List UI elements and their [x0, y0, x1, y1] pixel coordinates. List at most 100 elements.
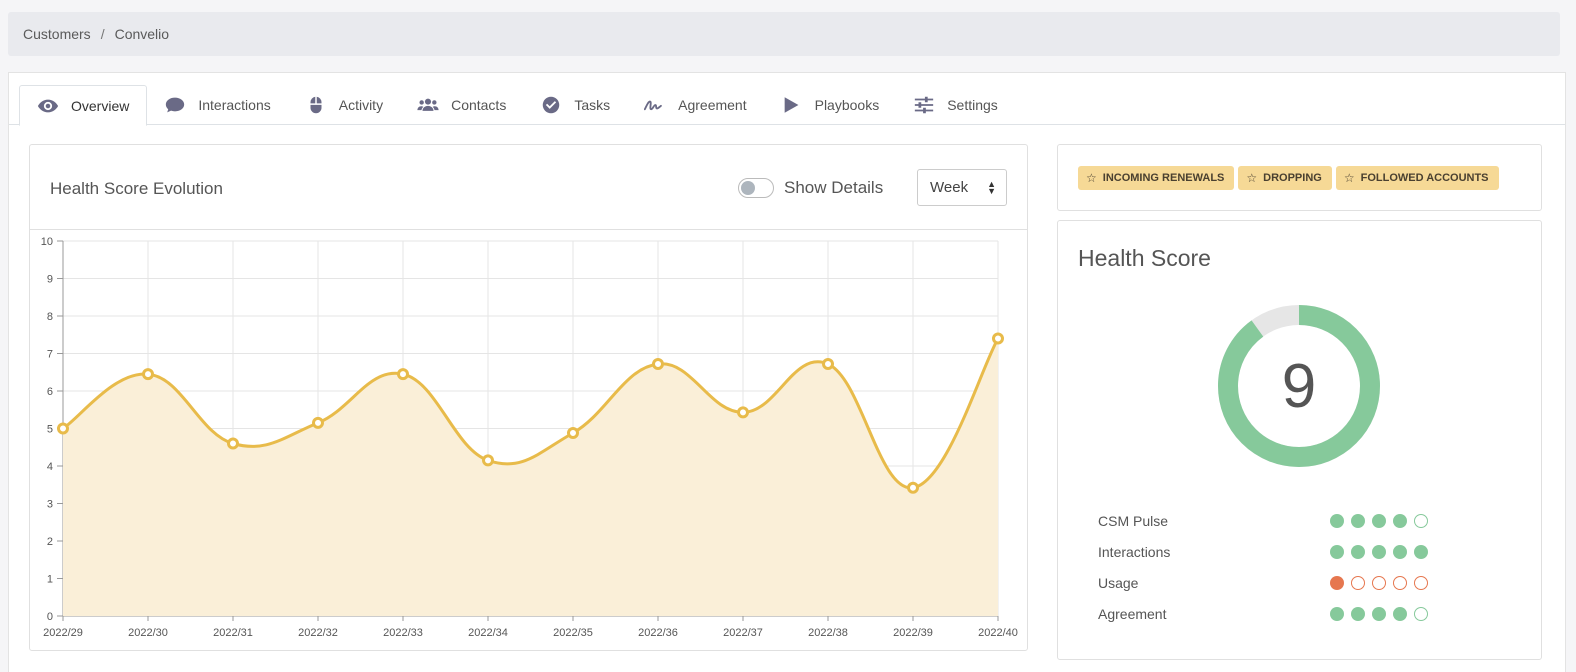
data-point[interactable] — [907, 481, 919, 494]
tab-label: Contacts — [451, 97, 507, 113]
x-tick-label: 2022/32 — [298, 627, 338, 639]
health-score-evolution-card: Health Score Evolution Show Details Week… — [29, 144, 1028, 651]
tag-label: DROPPING — [1263, 172, 1322, 184]
chat-bubble-icon — [166, 97, 185, 113]
data-point[interactable] — [227, 437, 239, 450]
score-dot-empty — [1414, 575, 1428, 590]
x-tick-label: 2022/35 — [553, 627, 593, 639]
period-select[interactable]: Week ▲ ▼ — [917, 169, 1007, 206]
tab-interactions[interactable]: Interactions — [147, 85, 287, 125]
tab-label: Interactions — [198, 97, 271, 113]
health-metric-row: CSM Pulse — [1098, 505, 1428, 536]
tab-agreement[interactable]: Agreement — [627, 85, 763, 125]
tab-settings[interactable]: Settings — [896, 85, 1015, 125]
metric-score-dots — [1330, 544, 1428, 559]
toggle-switch[interactable] — [738, 178, 774, 198]
metric-score-dots — [1330, 575, 1428, 590]
score-dot-filled — [1330, 606, 1344, 621]
health-score-donut — [1218, 305, 1380, 467]
breadcrumb-customers[interactable]: Customers — [23, 26, 91, 42]
score-dot-empty — [1414, 606, 1428, 621]
tab-tasks[interactable]: Tasks — [523, 85, 627, 125]
tag-badge[interactable]: ☆ DROPPING — [1238, 166, 1332, 190]
tag-badge[interactable]: ☆ INCOMING RENEWALS — [1078, 166, 1235, 190]
x-tick-label: 2022/29 — [43, 627, 83, 639]
tab-contacts[interactable]: Contacts — [400, 85, 523, 125]
score-dot-filled — [1372, 513, 1386, 528]
health-metric-row: Agreement — [1098, 598, 1428, 629]
health-metrics-list: CSM Pulse Interactions Usage Agreement — [1098, 505, 1428, 629]
customer-panel: Overview Interactions Activity Contacts … — [8, 72, 1566, 672]
tab-label: Overview — [71, 97, 130, 114]
y-tick-label: 1 — [47, 574, 53, 586]
score-dot-empty — [1414, 513, 1428, 528]
tab-label: Tasks — [574, 97, 611, 113]
data-point[interactable] — [397, 368, 409, 381]
sliders-icon — [915, 96, 934, 114]
tag-label: INCOMING RENEWALS — [1102, 172, 1225, 184]
data-point[interactable] — [142, 368, 154, 381]
tabs-divider — [9, 124, 1565, 125]
tab-activity[interactable]: Activity — [288, 85, 400, 125]
score-dot-empty — [1351, 575, 1365, 590]
mouse-icon — [310, 96, 322, 114]
score-dot-filled — [1351, 606, 1365, 621]
tab-label: Agreement — [678, 97, 747, 113]
health-score-title: Health Score — [1078, 245, 1211, 271]
data-point[interactable] — [652, 358, 664, 370]
donut-value-arc — [1218, 305, 1380, 467]
data-point[interactable] — [822, 358, 834, 370]
sort-caret-icon: ▲ ▼ — [987, 179, 996, 196]
tab-bar: Overview Interactions Activity Contacts … — [19, 85, 1015, 126]
breadcrumb-separator: / — [100, 26, 105, 42]
show-details-toggle[interactable]: Show Details — [738, 178, 883, 198]
health-metric-row: Usage — [1098, 567, 1428, 598]
y-tick-label: 7 — [47, 349, 53, 361]
x-tick-label: 2022/30 — [128, 627, 168, 639]
score-dot-filled — [1351, 513, 1365, 528]
x-tick-label: 2022/34 — [468, 627, 508, 639]
health-score-line-chart: 0 1 2 3 4 5 6 7 8 9 10 2022/29 2022/30 2022/31 2022/32… — [41, 236, 1018, 639]
tag-list: ☆ INCOMING RENEWALS ☆ DROPPING ☆ FOLLOWED ACC… — [1078, 166, 1499, 190]
x-tick-label: 2022/40 — [978, 627, 1018, 639]
score-dot-filled — [1372, 606, 1386, 621]
eye-icon — [37, 99, 59, 112]
score-dot-filled — [1393, 606, 1407, 621]
data-point[interactable] — [737, 406, 749, 419]
tab-label: Settings — [947, 97, 998, 113]
health-score-card: Health Score 9 CSM Pulse Interactions Usag… — [1057, 220, 1542, 660]
tab-playbooks[interactable]: Playbooks — [764, 85, 897, 125]
x-tick-label: 2022/36 — [638, 627, 678, 639]
y-tick-label: 4 — [47, 461, 53, 473]
data-point[interactable] — [57, 422, 69, 435]
data-point[interactable] — [992, 332, 1004, 345]
metric-label: Interactions — [1098, 543, 1171, 560]
data-point[interactable] — [312, 416, 324, 429]
score-dot-filled — [1330, 544, 1344, 559]
health-score-value: 9 — [1281, 351, 1317, 421]
metric-score-dots — [1330, 513, 1428, 528]
tag-badge[interactable]: ☆ FOLLOWED ACCOUNTS — [1335, 166, 1499, 190]
series-area — [63, 338, 998, 616]
y-tick-label: 3 — [47, 499, 53, 511]
data-point[interactable] — [482, 454, 494, 467]
star-icon: ☆ — [1246, 171, 1258, 185]
period-select-value: Week — [930, 179, 969, 196]
y-tick-label: 5 — [47, 424, 53, 436]
score-dot-empty — [1393, 575, 1407, 590]
x-tick-label: 2022/37 — [723, 627, 763, 639]
metric-label: Agreement — [1098, 605, 1167, 622]
y-tick-label: 0 — [47, 611, 53, 623]
y-tick-label: 6 — [47, 386, 53, 398]
data-point[interactable] — [567, 427, 579, 439]
metric-label: CSM Pulse — [1098, 512, 1169, 529]
score-dot-filled — [1393, 513, 1407, 528]
score-dot-filled — [1414, 544, 1428, 559]
users-icon — [417, 98, 439, 111]
x-tick-label: 2022/33 — [383, 627, 423, 639]
star-icon: ☆ — [1086, 171, 1097, 185]
tab-label: Activity — [338, 97, 384, 113]
tab-label: Playbooks — [814, 97, 880, 113]
tab-overview[interactable]: Overview — [19, 85, 148, 126]
chart-header: Health Score Evolution Show Details Week… — [30, 145, 1027, 230]
